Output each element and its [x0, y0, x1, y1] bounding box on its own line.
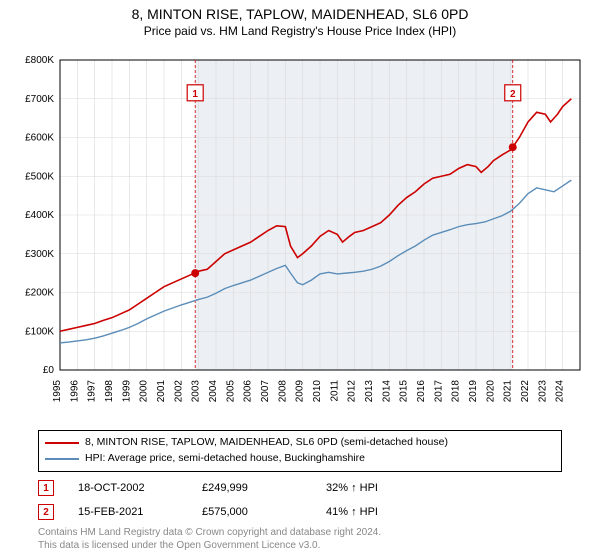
svg-text:2: 2 — [510, 89, 516, 100]
svg-text:1999: 1999 — [121, 380, 132, 403]
svg-text:1997: 1997 — [87, 380, 98, 403]
event-row: 2 15-FEB-2021 £575,000 41% ↑ HPI — [38, 500, 562, 524]
svg-text:£600K: £600K — [25, 133, 54, 144]
event-row: 1 18-OCT-2002 £249,999 32% ↑ HPI — [38, 476, 562, 500]
svg-text:2004: 2004 — [208, 380, 219, 403]
svg-text:2017: 2017 — [433, 380, 444, 403]
svg-text:2000: 2000 — [139, 380, 150, 403]
legend-label: HPI: Average price, semi-detached house,… — [85, 451, 365, 467]
event-delta: 41% ↑ HPI — [326, 506, 426, 518]
svg-text:2024: 2024 — [555, 380, 566, 403]
svg-text:1: 1 — [192, 89, 198, 100]
footer-attribution: Contains HM Land Registry data © Crown c… — [38, 526, 562, 552]
svg-text:1996: 1996 — [69, 380, 80, 403]
legend-item: HPI: Average price, semi-detached house,… — [45, 451, 555, 467]
legend-swatch — [45, 458, 79, 460]
footer-line: This data is licensed under the Open Gov… — [38, 539, 562, 552]
svg-text:2009: 2009 — [295, 380, 306, 403]
chart-plot-area: £0 £100K £200K £300K £400K £500K £600K £700K £80… — [0, 50, 600, 420]
svg-text:2023: 2023 — [537, 380, 548, 403]
svg-text:2020: 2020 — [485, 380, 496, 403]
event-price: £575,000 — [202, 506, 302, 518]
event-date: 15-FEB-2021 — [78, 506, 178, 518]
svg-text:2011: 2011 — [329, 380, 340, 402]
svg-text:2005: 2005 — [225, 380, 236, 403]
svg-text:1995: 1995 — [52, 380, 63, 403]
chart-title: 8, MINTON RISE, TAPLOW, MAIDENHEAD, SL6 … — [0, 0, 600, 22]
svg-text:£300K: £300K — [25, 249, 54, 260]
event-table: 1 18-OCT-2002 £249,999 32% ↑ HPI 2 15-FE… — [38, 476, 562, 524]
event-delta: 32% ↑ HPI — [326, 482, 426, 494]
svg-text:2021: 2021 — [503, 380, 514, 403]
chart-svg: £0 £100K £200K £300K £400K £500K £600K £700K £80… — [0, 50, 600, 420]
event-date: 18-OCT-2002 — [78, 482, 178, 494]
event-marker-box: 2 — [38, 504, 54, 520]
legend-label: 8, MINTON RISE, TAPLOW, MAIDENHEAD, SL6 … — [85, 435, 448, 451]
svg-text:2010: 2010 — [312, 380, 323, 403]
svg-text:2002: 2002 — [173, 380, 184, 403]
svg-text:2007: 2007 — [260, 380, 271, 403]
svg-text:2008: 2008 — [277, 380, 288, 403]
svg-text:2016: 2016 — [416, 380, 427, 403]
svg-text:£100K: £100K — [25, 326, 54, 337]
svg-text:1998: 1998 — [104, 380, 115, 403]
svg-text:2019: 2019 — [468, 380, 479, 403]
event-marker-box: 1 — [38, 480, 54, 496]
svg-text:£500K: £500K — [25, 171, 54, 182]
legend-swatch — [45, 442, 79, 444]
legend-box: 8, MINTON RISE, TAPLOW, MAIDENHEAD, SL6 … — [38, 430, 562, 472]
svg-text:2001: 2001 — [156, 380, 167, 403]
svg-text:2013: 2013 — [364, 380, 375, 403]
event-price: £249,999 — [202, 482, 302, 494]
svg-text:2003: 2003 — [191, 380, 202, 403]
legend-item: 8, MINTON RISE, TAPLOW, MAIDENHEAD, SL6 … — [45, 435, 555, 451]
svg-text:2022: 2022 — [520, 380, 531, 403]
svg-text:£0: £0 — [43, 365, 55, 376]
svg-text:2018: 2018 — [451, 380, 462, 403]
svg-text:£700K: £700K — [25, 94, 54, 105]
chart-container: { "title": "8, MINTON RISE, TAPLOW, MAID… — [0, 0, 600, 560]
svg-text:£400K: £400K — [25, 210, 54, 221]
chart-subtitle: Price paid vs. HM Land Registry's House … — [0, 22, 600, 38]
footer-line: Contains HM Land Registry data © Crown c… — [38, 526, 562, 539]
svg-text:2012: 2012 — [347, 380, 358, 403]
svg-text:2015: 2015 — [399, 380, 410, 403]
svg-text:£200K: £200K — [25, 288, 54, 299]
svg-text:2006: 2006 — [243, 380, 254, 403]
svg-text:2014: 2014 — [381, 380, 392, 403]
svg-text:£800K: £800K — [25, 55, 54, 66]
